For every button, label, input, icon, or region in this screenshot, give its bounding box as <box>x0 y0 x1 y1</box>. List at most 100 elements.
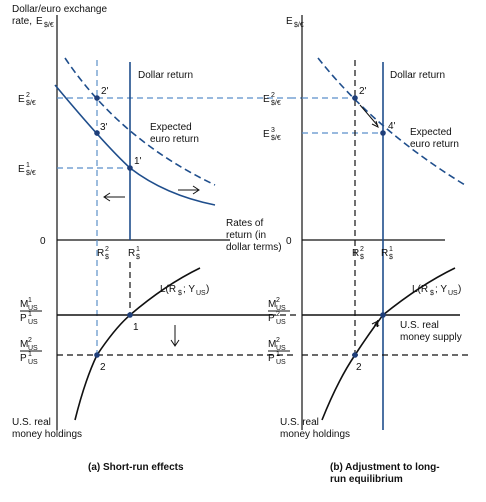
money-demand-label: L(R <box>160 284 176 295</box>
money-demand-label: ) <box>458 284 461 295</box>
point-label: 2' <box>101 86 109 97</box>
money-demand-sub: $ <box>178 290 182 297</box>
point-label: 1 <box>133 322 139 333</box>
money-tick-num: M <box>268 339 276 350</box>
arrow <box>359 104 379 128</box>
money-tick-den-sup: 1 <box>28 351 32 358</box>
money-tick-den: P <box>268 313 275 324</box>
arrow <box>170 325 180 347</box>
e-tick-sup: 1 <box>26 162 30 169</box>
money-supply-label: money supply <box>400 332 462 343</box>
money-tick-num-sup: 2 <box>276 297 280 304</box>
y-axis-label: Dollar/euro exchange <box>12 4 107 15</box>
money-tick-den-sub: US <box>276 359 286 366</box>
money-tick-num-sub: US <box>28 305 38 312</box>
y-axis-symbol: E <box>286 16 293 27</box>
point-label: 4 <box>374 319 380 330</box>
money-tick-num-sup: 2 <box>276 337 280 344</box>
zero-label: 0 <box>40 236 46 247</box>
money-axis-label: U.S. real <box>12 417 51 428</box>
expected-return-new <box>54 84 216 206</box>
money-tick-den-sub: US <box>28 319 38 326</box>
money-tick-num: M <box>268 299 276 310</box>
e-tick-sup: 2 <box>271 92 275 99</box>
curve-label: Dollar return <box>390 70 445 81</box>
r-tick: R <box>352 248 359 259</box>
point <box>94 95 100 101</box>
point <box>352 95 358 101</box>
money-tick-den-sup: 1 <box>28 311 32 318</box>
point <box>352 352 358 358</box>
point-label: 2 <box>100 362 106 373</box>
caption: run equilibrium <box>330 474 403 485</box>
r-tick-sub: $ <box>105 254 109 261</box>
money-demand-sub: US <box>196 290 206 297</box>
money-tick-den-sup: 2 <box>276 311 280 318</box>
curve-label: euro return <box>150 134 199 145</box>
money-tick-den: P <box>20 353 27 364</box>
money-tick-num-sup: 1 <box>28 297 32 304</box>
money-tick-den-sub: US <box>276 319 286 326</box>
point-label: 4' <box>388 121 396 132</box>
curve-label: Expected <box>150 122 192 133</box>
money-demand-label: L(R <box>412 284 428 295</box>
curve-label: Expected <box>410 127 452 138</box>
arrow <box>357 320 379 351</box>
money-tick-num-sub: US <box>276 305 286 312</box>
y-axis-symbol-sub: $/€ <box>294 22 304 29</box>
money-tick-num: M <box>20 299 28 310</box>
e-tick-sup: 3 <box>271 127 275 134</box>
arrow <box>103 192 125 202</box>
x-axis-label: Rates of <box>226 218 263 229</box>
e-tick: E <box>18 94 25 105</box>
r-tick: R <box>381 248 388 259</box>
point-label: 1' <box>134 156 142 167</box>
point <box>380 312 386 318</box>
point-label: 3' <box>100 122 108 133</box>
money-tick-den: P <box>20 313 27 324</box>
x-axis-label: return (in <box>226 230 266 241</box>
money-tick-den: P <box>268 353 275 364</box>
r-tick-sup: 2 <box>360 246 364 253</box>
x-axis-label: dollar terms) <box>226 242 282 253</box>
point <box>127 312 133 318</box>
money-supply-label: U.S. real <box>400 320 439 331</box>
money-demand-label: ; Y <box>183 284 195 295</box>
r-tick-sup: 1 <box>136 246 140 253</box>
money-tick-den-sup: 1 <box>276 351 280 358</box>
e-tick-sub: $/€ <box>271 135 281 142</box>
money-demand <box>74 267 201 421</box>
y-axis-label: rate, <box>12 16 32 27</box>
money-demand-label: ) <box>206 284 209 295</box>
point <box>380 130 386 136</box>
e-tick: E <box>263 129 270 140</box>
point <box>94 130 100 136</box>
r-tick-sup: 1 <box>389 246 393 253</box>
zero-label: 0 <box>286 236 292 247</box>
e-tick-sub: $/€ <box>26 100 36 107</box>
money-demand-sub: US <box>448 290 458 297</box>
r-tick: R <box>97 248 104 259</box>
point-label: 2 <box>356 362 362 373</box>
curve-label: euro return <box>410 139 459 150</box>
point-label: 2' <box>359 86 367 97</box>
y-axis-symbol: E <box>36 16 43 27</box>
caption: (b) Adjustment to long- <box>330 462 440 473</box>
money-tick-num-sub: US <box>28 345 38 352</box>
expected-return <box>317 57 466 186</box>
e-tick-sub: $/€ <box>271 100 281 107</box>
money-tick-num-sub: US <box>276 345 286 352</box>
e-tick-sub: $/€ <box>26 170 36 177</box>
point <box>94 352 100 358</box>
curve-label: Dollar return <box>138 70 193 81</box>
y-axis-symbol-sub: $/€ <box>44 22 54 29</box>
money-axis-label: U.S. real <box>280 417 319 428</box>
r-tick: R <box>128 248 135 259</box>
money-tick-num: M <box>20 339 28 350</box>
money-axis-label: money holdings <box>280 429 350 440</box>
e-tick: E <box>18 164 25 175</box>
point <box>127 165 133 171</box>
money-tick-num-sup: 2 <box>28 337 32 344</box>
money-demand-sub: $ <box>430 290 434 297</box>
